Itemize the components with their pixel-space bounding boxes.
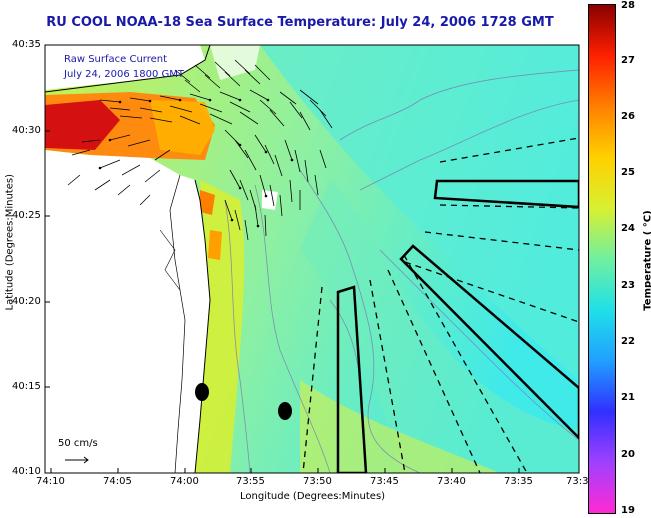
x-axis-label: Longitude (Degrees:Minutes)	[240, 491, 386, 502]
x-tick-label: 74:10	[36, 476, 65, 487]
colorbar-tick: 27	[621, 55, 635, 66]
y-axis-label: Latitude (Degrees:Minutes)	[4, 174, 16, 311]
map-title: RU COOL NOAA-18 Sea Surface Temperature:…	[46, 15, 554, 30]
nearshore-warm-strip	[195, 180, 245, 473]
current-arrowheads	[98, 98, 294, 228]
x-tick-label: 73:55	[236, 476, 265, 487]
black-marker-2	[278, 402, 292, 420]
colorbar	[588, 4, 616, 514]
y-tick-label: 40:30	[12, 125, 41, 136]
colorbar-tick: 28	[621, 0, 635, 11]
land-area	[45, 150, 210, 473]
colorbar-tick: 24	[621, 223, 635, 234]
x-tick-label: 73:3	[566, 476, 589, 487]
colorbar-tick: 21	[621, 392, 635, 403]
plot-frame	[44, 44, 580, 474]
legend-line-2: July 24, 2006 1800 GMT	[64, 69, 184, 80]
x-tick-label: 74:00	[170, 476, 199, 487]
x-tick-label: 73:50	[303, 476, 332, 487]
legend-line-1: Raw Surface Current	[64, 54, 168, 65]
colorbar-tick: 23	[621, 280, 635, 291]
colorbar-tick: 20	[621, 449, 635, 460]
y-tick-label: 40:20	[12, 296, 41, 307]
coastal-warm-spot	[200, 190, 215, 215]
current-vectors	[67, 59, 333, 241]
y-tick-label: 40:35	[12, 39, 41, 50]
x-tick-label: 73:35	[504, 476, 533, 487]
y-tick-label: 40:10	[12, 466, 41, 477]
x-tick-label: 73:45	[370, 476, 399, 487]
x-tick-label: 74:05	[103, 476, 132, 487]
colorbar-tick: 19	[621, 505, 635, 516]
plume-edge	[150, 100, 215, 155]
cool-water-region	[260, 45, 579, 380]
southern-warm-patch	[300, 380, 500, 473]
y-tick-label: 40:15	[12, 381, 41, 392]
coastline	[194, 179, 211, 473]
y-tick-label: 40:25	[12, 210, 41, 221]
cool-plume-region	[300, 180, 579, 473]
colorbar-tick: 22	[621, 336, 635, 347]
survey-boxes	[336, 179, 579, 473]
colorbar-tick: 25	[621, 167, 635, 178]
colorbar-label: Temperature ( °C)	[642, 210, 651, 311]
hot-core	[45, 100, 120, 150]
black-marker-1	[195, 383, 209, 401]
coastal-warm-spot-2	[208, 230, 222, 260]
scale-arrow	[65, 456, 89, 464]
inland-shore	[169, 174, 186, 473]
scale-label: 50 cm/s	[58, 438, 98, 449]
x-tick-label: 73:40	[437, 476, 466, 487]
transect-dashed-lines	[302, 137, 579, 473]
colorbar-tick: 26	[621, 111, 635, 122]
